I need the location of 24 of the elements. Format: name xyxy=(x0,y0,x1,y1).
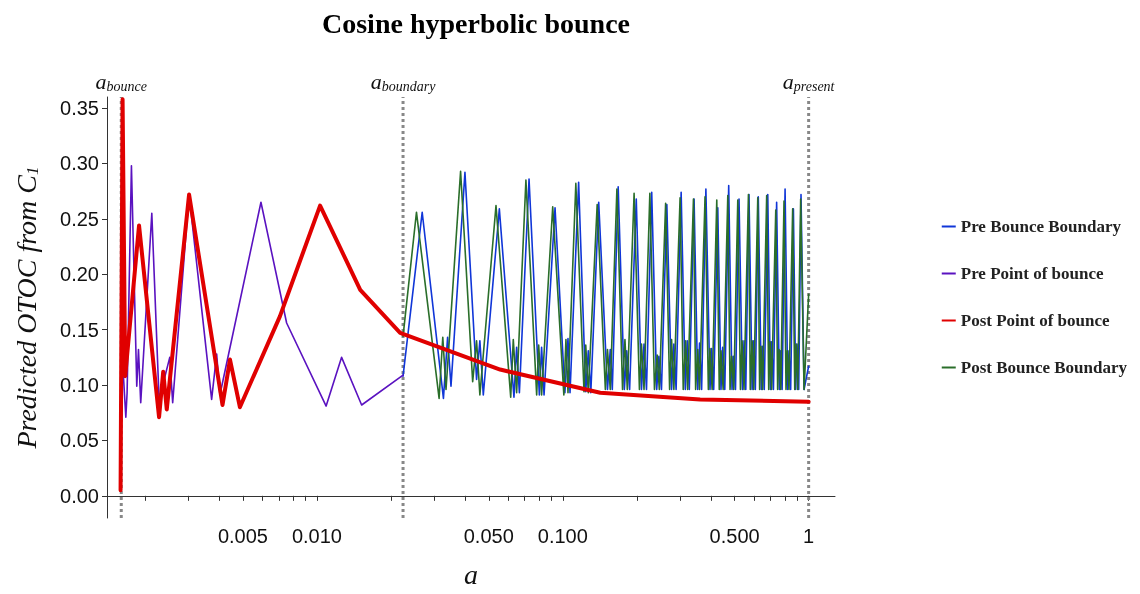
ref-line-label: aboundary xyxy=(370,68,437,94)
legend-label: Pre Point of bounce xyxy=(960,264,1104,283)
ref-line-label: abounce xyxy=(95,68,147,94)
y-tick-label: 0.10 xyxy=(60,374,99,397)
legend-label: Post Bounce Boundary xyxy=(960,358,1128,377)
chart-title: Cosine hyperbolic bounce xyxy=(321,7,631,39)
y-tick-label: 0.05 xyxy=(60,429,99,452)
x-tick-label: 0.010 xyxy=(291,525,342,547)
x-tick-label: 0.050 xyxy=(463,525,514,547)
ref-line-label: apresent xyxy=(782,68,836,94)
legend-label: Post Point of bounce xyxy=(960,311,1110,330)
y-tick-label: 0.25 xyxy=(60,207,99,230)
x-tick-label: 0.500 xyxy=(709,525,760,547)
legend-label: Pre Bounce Boundary xyxy=(960,217,1122,236)
x-axis-title: a xyxy=(464,558,478,590)
y-tick-label: 0.35 xyxy=(60,97,99,120)
x-tick-label: 0.005 xyxy=(217,525,268,547)
y-tick-label: 0.30 xyxy=(60,152,99,175)
x-tick-label: 0.100 xyxy=(537,525,588,547)
y-tick-label: 0.20 xyxy=(60,263,99,286)
x-tick-label: 1 xyxy=(803,525,815,547)
y-tick-label: 0.15 xyxy=(60,318,99,341)
y-tick-label: 0.00 xyxy=(60,484,99,507)
y-axis-title: Predicted OTOC from C1 xyxy=(10,166,42,450)
